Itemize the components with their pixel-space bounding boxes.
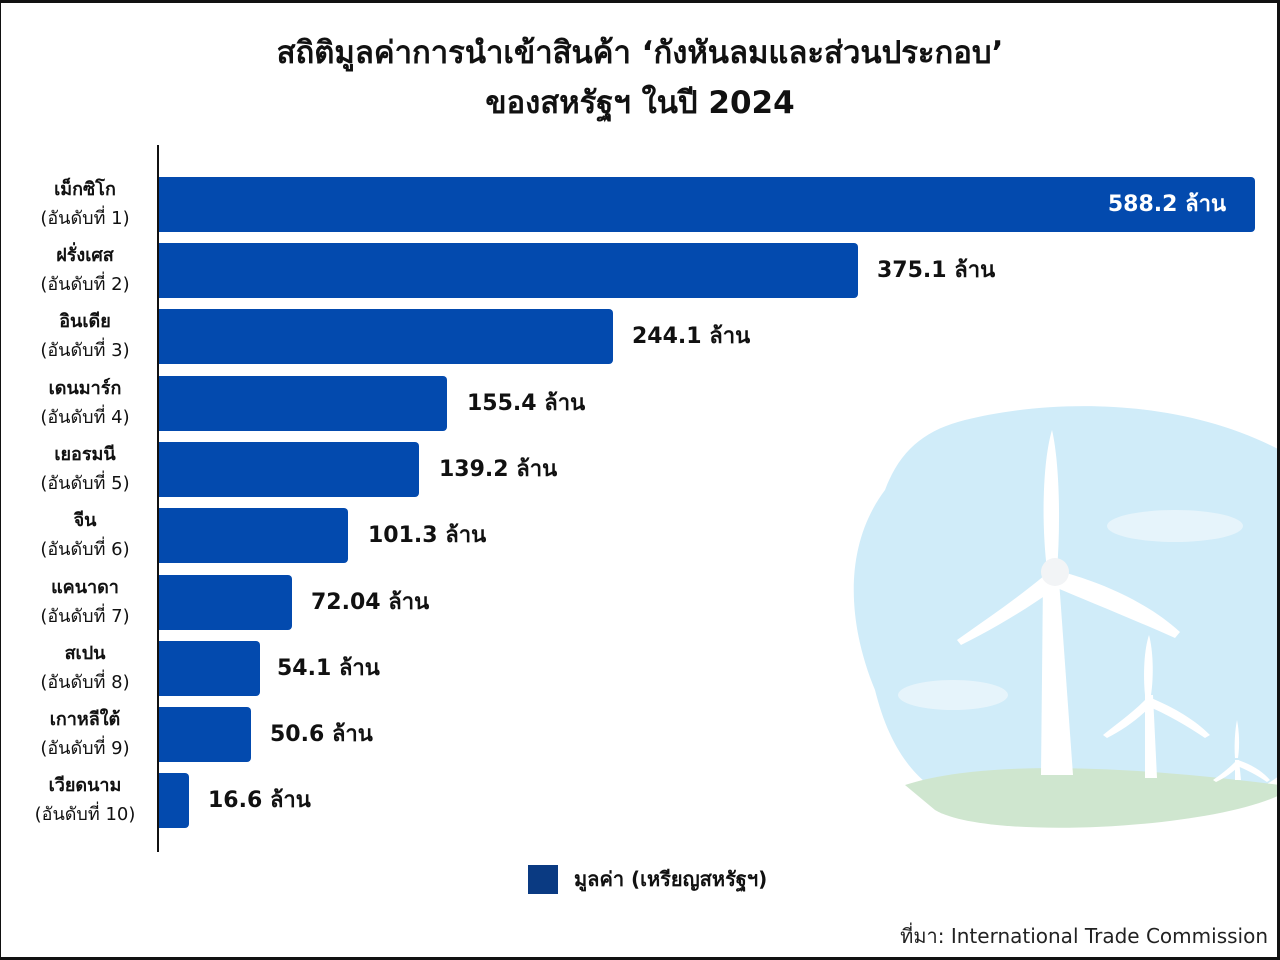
legend-swatch <box>528 864 558 894</box>
value-label: 54.1 ล้าน <box>277 656 380 681</box>
y-axis-line <box>157 145 159 852</box>
rank-label: (อันดับที่ 1) <box>40 208 130 229</box>
rank-label: (อันดับที่ 9) <box>40 738 130 759</box>
cloud-1 <box>1107 510 1243 542</box>
rank-label: (อันดับที่ 4) <box>40 407 130 428</box>
chart-title: สถิติมูลค่าการนำเข้าสินค้า ‘กังหันลมและส… <box>0 28 1280 128</box>
bar <box>159 177 1255 232</box>
country-name: ฝรั่งเศส <box>56 245 114 266</box>
value-label: 244.1 ล้าน <box>632 324 751 349</box>
bar <box>159 641 260 696</box>
bar <box>159 773 189 828</box>
bar-row-5: เยอรมนี (อันดับที่ 5) 139.2 ล้าน <box>0 442 1280 497</box>
bar <box>159 575 292 630</box>
country-name: เกาหลีใต้ <box>49 709 121 730</box>
source-note: ที่มา: International Trade Commission <box>900 924 1268 948</box>
value-label: 50.6 ล้าน <box>270 722 373 747</box>
rank-label: (อันดับที่ 7) <box>40 606 130 627</box>
rank-label: (อันดับที่ 2) <box>40 274 130 295</box>
bar-row-2: ฝรั่งเศส (อันดับที่ 2) 375.1 ล้าน <box>0 243 1280 298</box>
rank-label: (อันดับที่ 8) <box>40 672 130 693</box>
bar-row-4: เดนมาร์ก (อันดับที่ 4) 155.4 ล้าน <box>0 376 1280 431</box>
legend-label: มูลค่า (เหรียญสหรัฐฯ) <box>574 867 768 891</box>
country-name: จีน <box>73 510 97 531</box>
bar <box>159 309 613 364</box>
bar <box>159 376 447 431</box>
bar <box>159 442 419 497</box>
wind-turbine-illustration <box>853 406 1280 828</box>
bar-row-8: สเปน (อันดับที่ 8) 54.1 ล้าน <box>0 641 1280 696</box>
category-label: แคนาดา (อันดับที่ 7) <box>20 573 150 631</box>
cloud-2 <box>898 680 1008 710</box>
value-label: 375.1 ล้าน <box>877 258 996 283</box>
rank-label: (อันดับที่ 3) <box>40 340 130 361</box>
bar-row-9: เกาหลีใต้ (อันดับที่ 9) 50.6 ล้าน <box>0 707 1280 762</box>
value-label: 101.3 ล้าน <box>368 523 487 548</box>
category-label: เวียดนาม (อันดับที่ 10) <box>20 771 150 829</box>
value-label: 155.4 ล้าน <box>467 391 586 416</box>
rank-label: (อันดับที่ 6) <box>40 539 130 560</box>
chart-title-line-1: สถิติมูลค่าการนำเข้าสินค้า ‘กังหันลมและส… <box>276 35 1004 71</box>
bar-row-10: เวียดนาม (อันดับที่ 10) 16.6 ล้าน <box>0 773 1280 828</box>
country-name: เยอรมนี <box>54 444 116 465</box>
category-label: ฝรั่งเศส (อันดับที่ 2) <box>20 241 150 299</box>
bar-row-3: อินเดีย (อันดับที่ 3) 244.1 ล้าน <box>0 309 1280 364</box>
chart-title-line-2: ของสหรัฐฯ ในปี 2024 <box>485 85 795 121</box>
country-name: อินเดีย <box>59 311 111 332</box>
value-label: 139.2 ล้าน <box>439 457 558 482</box>
category-label: เม็กซิโก (อันดับที่ 1) <box>20 175 150 233</box>
category-label: เยอรมนี (อันดับที่ 5) <box>20 440 150 498</box>
bar <box>159 243 858 298</box>
bar-row-6: จีน (อันดับที่ 6) 101.3 ล้าน <box>0 508 1280 563</box>
category-label: เดนมาร์ก (อันดับที่ 4) <box>20 374 150 432</box>
country-name: สเปน <box>64 643 106 664</box>
category-label: อินเดีย (อันดับที่ 3) <box>20 307 150 365</box>
category-label: สเปน (อันดับที่ 8) <box>20 639 150 697</box>
turbine-medium <box>1103 635 1210 778</box>
turbine-small <box>1213 720 1270 782</box>
legend: มูลค่า (เหรียญสหรัฐฯ) <box>528 864 767 894</box>
rank-label: (อันดับที่ 10) <box>34 804 136 825</box>
category-label: เกาหลีใต้ (อันดับที่ 9) <box>20 705 150 763</box>
category-label: จีน (อันดับที่ 6) <box>20 506 150 564</box>
value-label: 16.6 ล้าน <box>208 788 311 813</box>
bar <box>159 508 348 563</box>
country-name: เม็กซิโก <box>54 179 116 200</box>
country-name: แคนาดา <box>51 577 119 598</box>
value-label: 588.2 ล้าน <box>1107 192 1226 217</box>
grass <box>905 768 1280 828</box>
turbine-large <box>957 430 1180 775</box>
bar-row-1: เม็กซิโก (อันดับที่ 1) 588.2 ล้าน <box>0 177 1280 232</box>
value-label: 72.04 ล้าน <box>311 590 430 615</box>
bar <box>159 707 251 762</box>
country-name: เวียดนาม <box>48 775 122 796</box>
rank-label: (อันดับที่ 5) <box>40 473 130 494</box>
bar-row-7: แคนาดา (อันดับที่ 7) 72.04 ล้าน <box>0 575 1280 630</box>
country-name: เดนมาร์ก <box>48 378 122 399</box>
